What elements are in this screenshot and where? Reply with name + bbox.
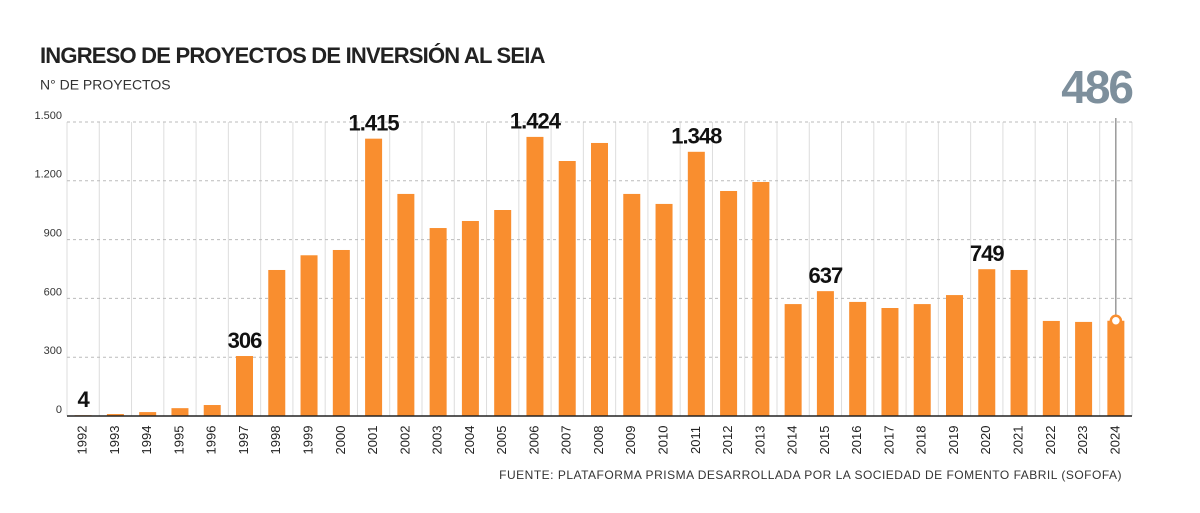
bar bbox=[849, 301, 867, 416]
x-tick-label: 2013 bbox=[752, 426, 767, 455]
source-note: FUENTE: PLATAFORMA PRISMA DESARROLLADA P… bbox=[499, 468, 1122, 482]
value-label: 486 bbox=[1061, 61, 1132, 113]
bar bbox=[494, 210, 512, 416]
bar bbox=[1010, 269, 1028, 416]
x-tick-label: 2007 bbox=[559, 426, 574, 455]
y-tick-label: 900 bbox=[44, 228, 62, 240]
bar bbox=[687, 151, 705, 417]
bar bbox=[913, 304, 931, 416]
x-tick-label: 1993 bbox=[107, 426, 122, 455]
x-tick-label: 2016 bbox=[849, 426, 864, 455]
y-tick-label: 1.200 bbox=[34, 169, 62, 181]
bar bbox=[429, 228, 447, 416]
x-tick-label: 2009 bbox=[623, 426, 638, 455]
value-label: 637 bbox=[809, 263, 843, 288]
bar bbox=[623, 193, 641, 416]
bar bbox=[881, 308, 899, 416]
y-tick-label: 600 bbox=[44, 286, 62, 298]
bar bbox=[332, 249, 350, 416]
x-tick-label: 2020 bbox=[978, 426, 993, 455]
value-label: 1.415 bbox=[349, 110, 400, 135]
bar bbox=[752, 181, 770, 416]
x-tick-label: 2012 bbox=[720, 426, 735, 455]
x-tick-label: 2017 bbox=[881, 426, 896, 455]
x-tick-label: 2024 bbox=[1107, 426, 1122, 455]
x-tick-label: 1999 bbox=[300, 426, 315, 455]
chart-subtitle: N° DE PROYECTOS bbox=[40, 77, 171, 93]
x-tick-label: 2014 bbox=[785, 426, 800, 455]
x-tick-label: 2008 bbox=[591, 426, 606, 455]
x-tick-label: 2022 bbox=[1043, 426, 1058, 455]
x-tick-label: 1998 bbox=[268, 426, 283, 455]
x-tick-label: 1995 bbox=[171, 426, 186, 455]
bar bbox=[139, 412, 157, 416]
x-tick-label: 2018 bbox=[914, 426, 929, 455]
x-tick-label: 2005 bbox=[494, 426, 509, 455]
x-tick-label: 2011 bbox=[688, 426, 703, 454]
y-tick-label: 1.500 bbox=[34, 110, 62, 122]
bar bbox=[978, 269, 996, 416]
bar bbox=[946, 295, 963, 416]
bar bbox=[365, 138, 383, 416]
marker bbox=[1109, 314, 1123, 327]
y-tick-label: 300 bbox=[44, 345, 62, 357]
y-tick-label: 0 bbox=[56, 404, 62, 416]
bar bbox=[655, 203, 673, 416]
bar bbox=[1107, 320, 1125, 416]
bar bbox=[784, 304, 802, 416]
x-tick-label: 2023 bbox=[1075, 426, 1090, 455]
bar bbox=[526, 136, 544, 416]
chart-title: INGRESO DE PROYECTOS DE INVERSIÓN AL SEI… bbox=[40, 43, 546, 68]
bar bbox=[106, 414, 124, 416]
bar bbox=[236, 356, 253, 416]
value-label: 749 bbox=[970, 241, 1004, 266]
x-tick-label: 2004 bbox=[462, 426, 477, 455]
bar bbox=[591, 142, 608, 417]
x-tick-label: 2021 bbox=[1010, 426, 1025, 455]
bar bbox=[1042, 320, 1060, 416]
x-tick-label: 2019 bbox=[946, 426, 961, 455]
x-tick-label: 2003 bbox=[430, 426, 445, 455]
x-tick-label: 2001 bbox=[365, 426, 380, 455]
bar bbox=[268, 269, 286, 416]
bar bbox=[300, 255, 318, 416]
bar bbox=[203, 405, 221, 416]
x-tick-label: 1997 bbox=[236, 426, 251, 455]
bar bbox=[1075, 321, 1093, 416]
x-tick-label: 2000 bbox=[333, 426, 348, 455]
value-label: 306 bbox=[228, 328, 262, 353]
bar bbox=[397, 193, 415, 416]
x-tick-label: 1994 bbox=[139, 426, 154, 455]
value-label: 1.424 bbox=[510, 109, 562, 134]
bar bbox=[558, 161, 576, 416]
value-label: 1.348 bbox=[671, 124, 722, 149]
x-tick-label: 2006 bbox=[526, 426, 541, 455]
value-label: 4 bbox=[78, 387, 91, 412]
x-tick-label: 1996 bbox=[204, 426, 219, 455]
bar bbox=[461, 220, 479, 416]
x-tick-label: 1992 bbox=[75, 426, 90, 455]
bar bbox=[720, 190, 738, 416]
x-tick-label: 2002 bbox=[397, 426, 412, 455]
bar bbox=[816, 291, 834, 416]
x-tick-label: 2010 bbox=[655, 426, 670, 455]
bar bbox=[171, 408, 189, 416]
x-tick-label: 2015 bbox=[817, 426, 832, 455]
